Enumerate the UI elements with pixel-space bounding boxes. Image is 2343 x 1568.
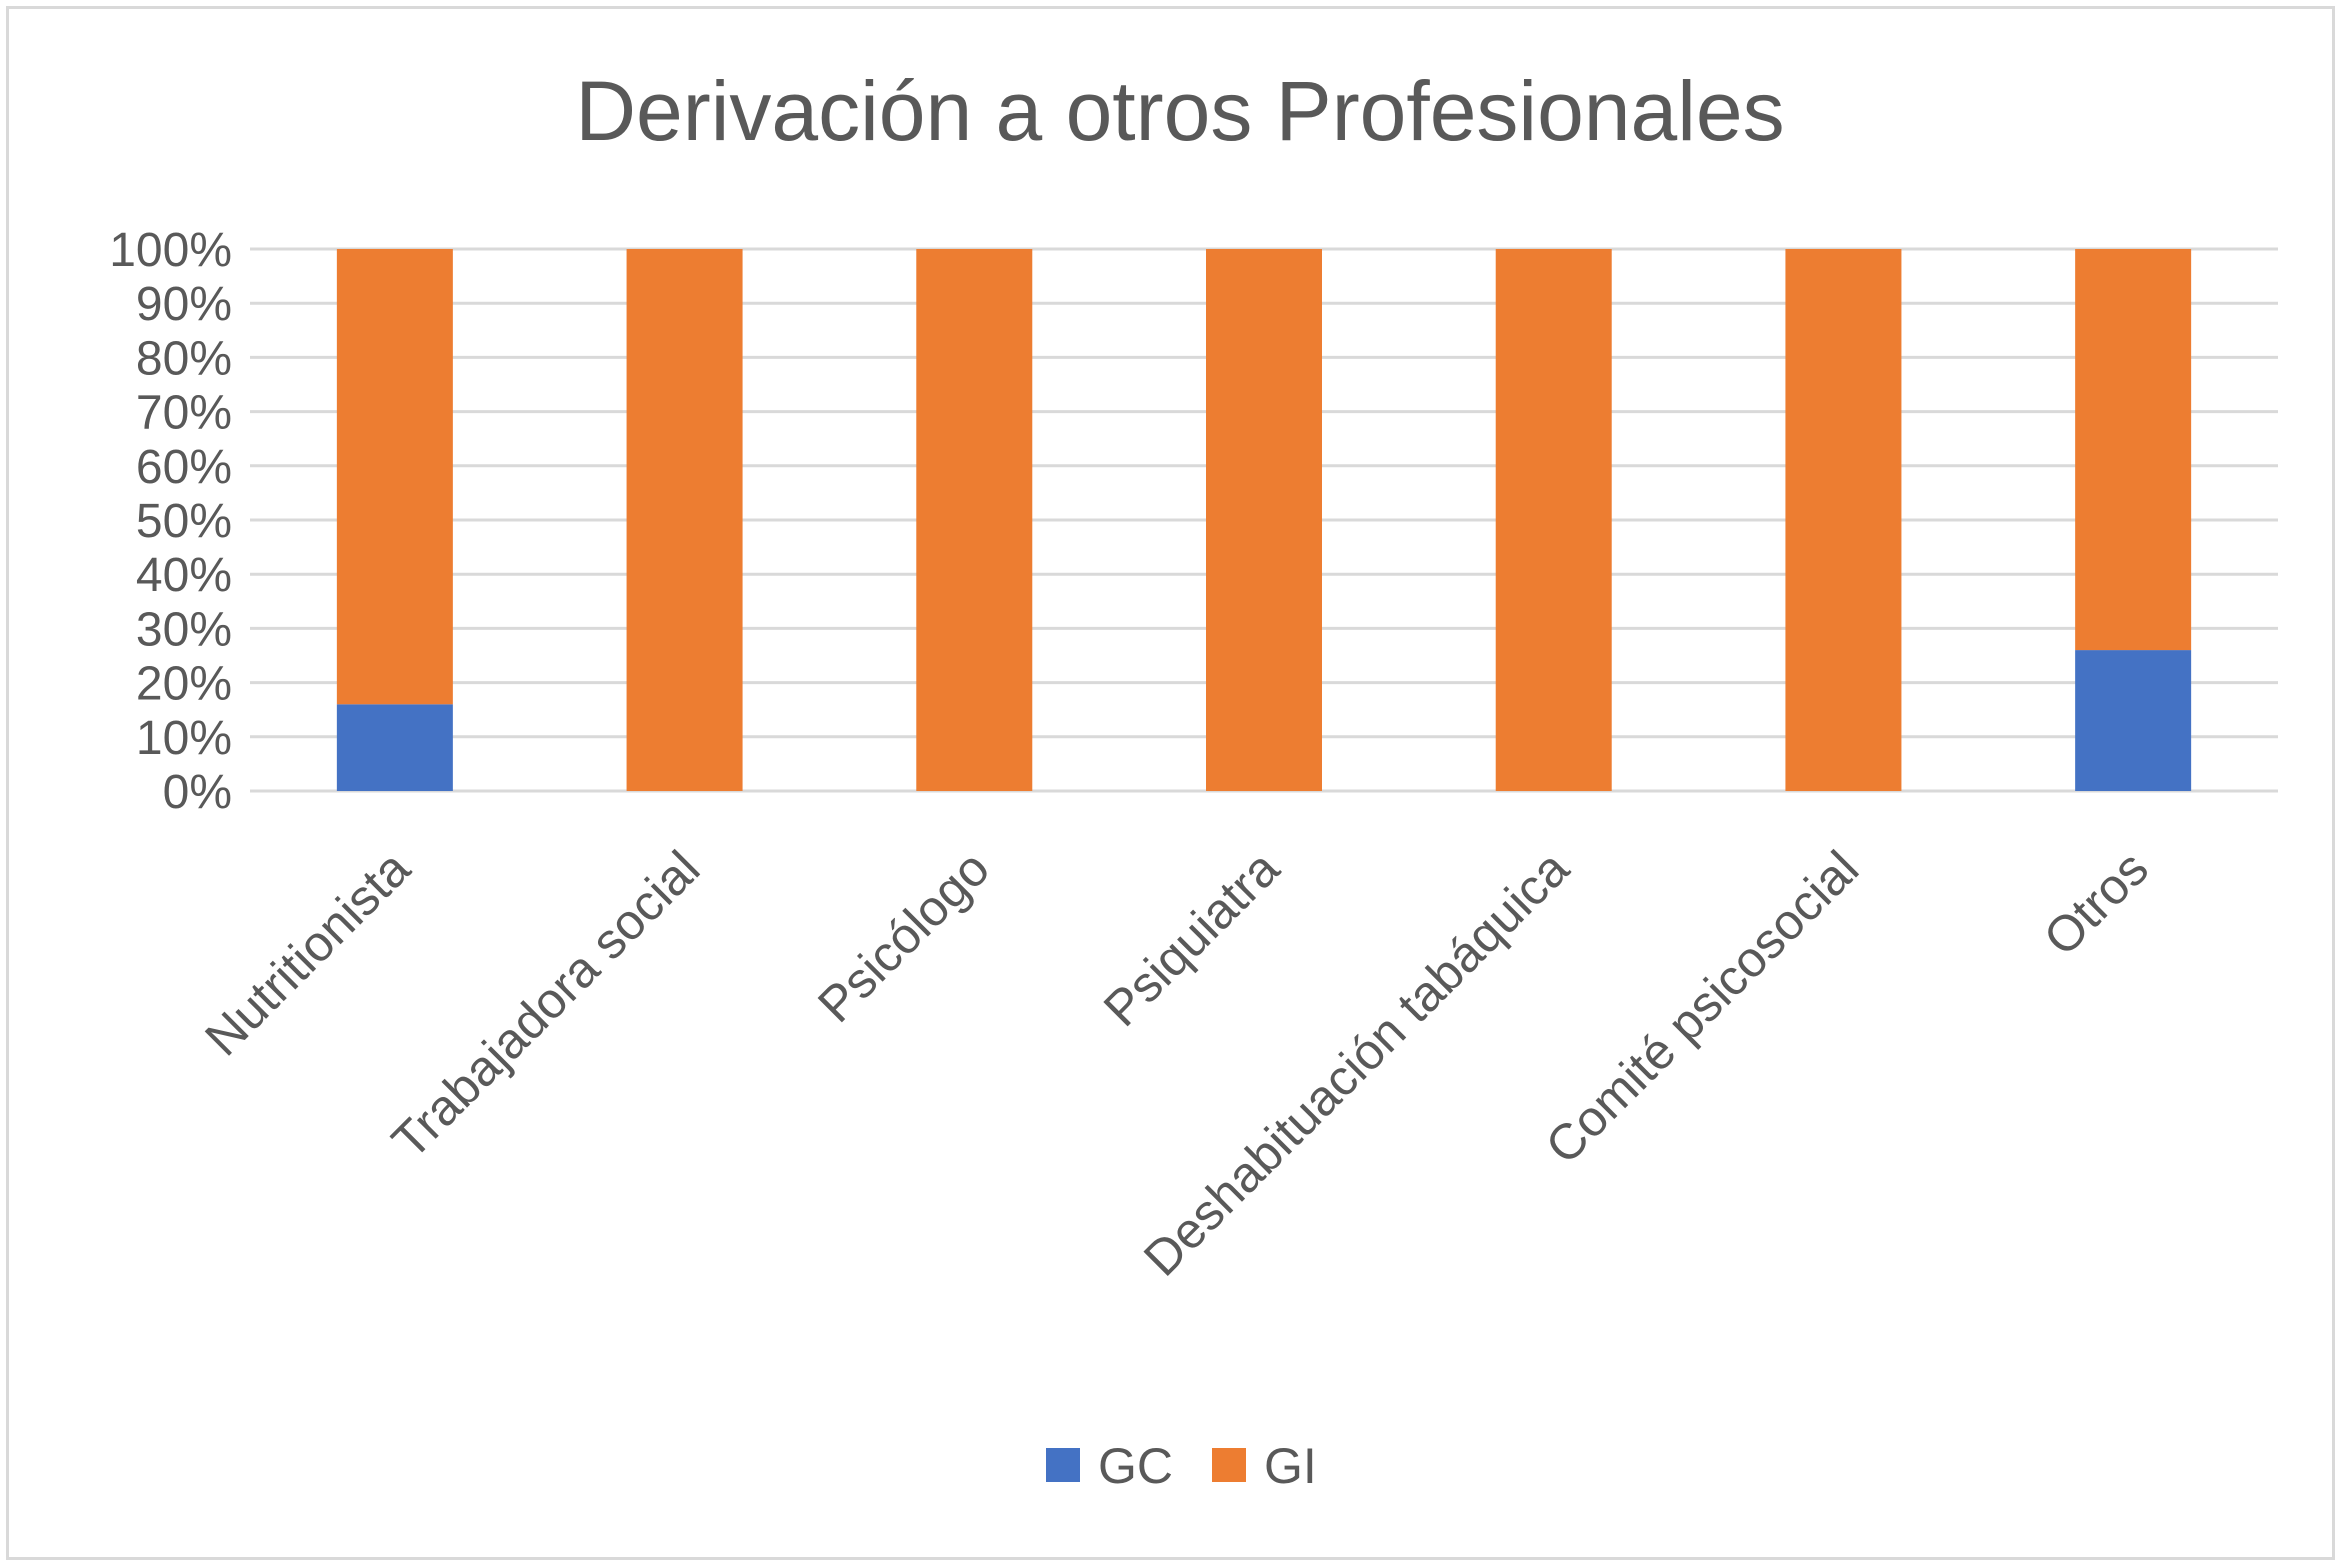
bar-segment-gi	[626, 249, 743, 791]
bar-segment-gi	[916, 249, 1033, 791]
legend-swatch-gi	[1212, 1448, 1246, 1482]
bars	[336, 249, 2192, 791]
x-category-label: Comité psicosocial	[1535, 840, 1869, 1174]
y-tick-label: 30%	[136, 603, 232, 656]
y-tick-label: 10%	[136, 712, 232, 765]
y-tick-label: 100%	[109, 224, 232, 277]
legend-label-gc: GC	[1098, 1438, 1173, 1494]
y-tick-label: 70%	[136, 387, 232, 440]
bar-segment-gi	[1785, 249, 1902, 791]
y-tick-label: 0%	[163, 766, 232, 819]
y-tick-label: 90%	[136, 278, 232, 331]
x-category-label: Psicólogo	[807, 840, 1000, 1033]
legend-label-gi: GI	[1264, 1438, 1317, 1494]
y-tick-label: 20%	[136, 658, 232, 711]
legend-swatch-gc	[1046, 1448, 1080, 1482]
y-tick-label: 50%	[136, 495, 232, 548]
bar-segment-gi	[1495, 249, 1612, 791]
x-category-label: Nutritionista	[194, 840, 420, 1066]
legend: GC GI	[1046, 1438, 1317, 1494]
bar-segment-gi	[336, 249, 453, 705]
bar-segment-gc	[336, 704, 453, 791]
x-category-label: Trabajadora social	[381, 840, 710, 1169]
bar-segment-gc	[2075, 650, 2192, 791]
chart-title: Derivación a otros Profesionales	[575, 64, 1784, 158]
x-category-label: Psiquiatra	[1093, 840, 1290, 1037]
y-tick-label: 40%	[136, 549, 232, 602]
bar-segment-gi	[1206, 249, 1322, 791]
x-category-label: Otros	[2033, 840, 2159, 966]
y-tick-label: 80%	[136, 332, 232, 385]
y-tick-label: 60%	[136, 441, 232, 494]
bar-segment-gi	[2075, 249, 2192, 651]
y-axis-ticks: 0%10%20%30%40%50%60%70%80%90%100%	[109, 224, 232, 819]
